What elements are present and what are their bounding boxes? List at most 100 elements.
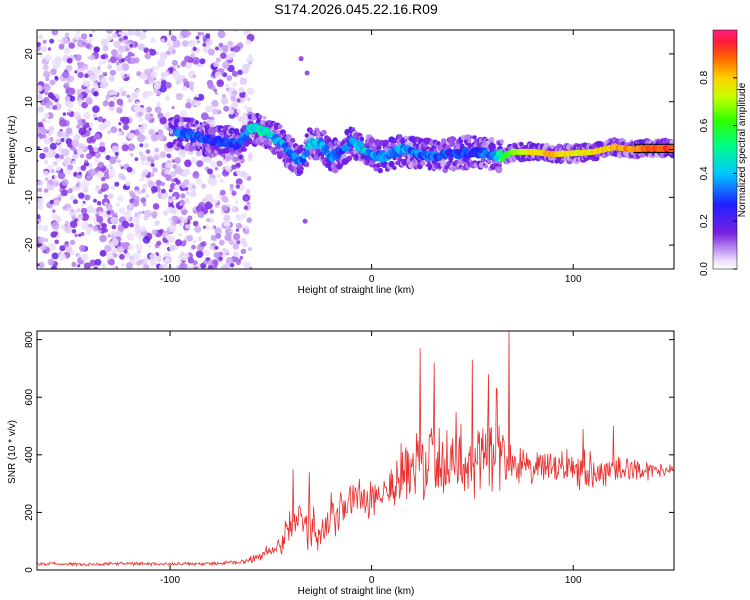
heatmap-cell (184, 61, 193, 70)
heatmap-cell (144, 53, 151, 60)
heatmap-cell (69, 239, 76, 246)
heatmap-cell (133, 252, 141, 260)
heatmap-cell (79, 153, 85, 159)
colorbar-label: Normalized spectral amplitude (737, 82, 748, 217)
heatmap-cell (315, 129, 321, 135)
heatmap-cell (209, 160, 217, 168)
heatmap-cell (451, 136, 457, 142)
heatmap-cell (231, 164, 237, 170)
y-tick-label: 0 (24, 146, 35, 152)
heatmap-cell (192, 220, 199, 227)
heatmap-cell (404, 141, 410, 146)
heatmap-cell (214, 91, 218, 95)
heatmap-cell (179, 110, 188, 118)
heatmap-cell (156, 90, 162, 96)
heatmap-cell (115, 64, 124, 72)
heatmap-cell (214, 245, 219, 250)
heatmap-cell (52, 105, 58, 110)
heatmap-cell (244, 63, 251, 70)
heatmap-cell (238, 155, 243, 159)
heatmap-cell (232, 251, 239, 258)
heatmap-cell (121, 263, 125, 267)
heatmap-cell (81, 119, 86, 123)
heatmap-cell (188, 81, 195, 87)
heatmap-cell (165, 234, 172, 240)
heatmap-cell (119, 116, 125, 122)
heatmap-cell (43, 112, 50, 119)
heatmap-cell (103, 151, 107, 155)
heatmap-cell (37, 121, 44, 128)
heatmap-cell (368, 137, 376, 144)
heatmap-cell (180, 30, 189, 38)
heatmap-cell (232, 243, 240, 250)
heatmap-cell (157, 59, 166, 68)
heatmap-cell (197, 236, 202, 242)
heatmap-cell (141, 160, 145, 165)
heatmap-cell (108, 163, 113, 168)
heatmap-cell (80, 165, 87, 171)
heatmap-cell (107, 64, 113, 70)
heatmap-cell (37, 197, 44, 204)
heatmap-cell (101, 183, 109, 192)
heatmap-cell (55, 137, 62, 144)
heatmap-cell (116, 98, 124, 106)
heatmap-cell (231, 70, 238, 77)
heatmap-cell (77, 72, 84, 79)
heatmap-cell (47, 258, 55, 266)
heatmap-cell (54, 239, 59, 245)
heatmap-cell (194, 225, 202, 233)
heatmap-cell (149, 113, 153, 117)
heatmap-cell (140, 226, 147, 232)
heatmap-cell (99, 82, 107, 89)
heatmap-cell (139, 259, 144, 264)
heatmap-cell (139, 143, 144, 148)
x-tick-label: 100 (565, 575, 582, 586)
heatmap-cell (80, 33, 88, 40)
heatmap-cell (47, 47, 52, 51)
heatmap-cell (388, 160, 395, 168)
heatmap-cell (42, 225, 49, 232)
heatmap-cell (111, 49, 118, 56)
heatmap-cell (151, 211, 158, 217)
heatmap-cell (103, 194, 108, 199)
heatmap-cell (202, 225, 206, 229)
heatmap-cell (247, 106, 253, 112)
heatmap-cell (242, 241, 248, 248)
heatmap-cell (71, 261, 77, 267)
heatmap-cell (38, 34, 44, 40)
heatmap-cell (186, 235, 194, 242)
heatmap-cell (134, 212, 139, 217)
heatmap-cell (64, 207, 69, 212)
heatmap-cell (115, 155, 119, 159)
heatmap-cell (177, 64, 181, 69)
heatmap-cell (164, 111, 171, 118)
heatmap-cell (149, 48, 153, 53)
heatmap-cell (41, 46, 47, 53)
heatmap-cell (118, 128, 122, 132)
heatmap-cell (53, 199, 60, 206)
heatmap-cell (82, 79, 90, 87)
heatmap-cell (133, 129, 140, 136)
heatmap-cell (195, 250, 204, 258)
heatmap-cell (239, 77, 248, 86)
heatmap-cell (147, 90, 153, 97)
heatmap-cell (101, 263, 107, 269)
heatmap-cell (204, 201, 213, 210)
heatmap-cell (236, 98, 241, 103)
heatmap-cell (163, 257, 171, 264)
heatmap-cell (191, 244, 196, 250)
heatmap-cell (92, 217, 96, 221)
heatmap-cell (108, 258, 115, 266)
heatmap-cell (76, 220, 81, 224)
heatmap-cell (51, 59, 60, 68)
heatmap-cell (182, 206, 186, 211)
heatmap-cell (220, 52, 227, 59)
heatmap-cell (62, 70, 70, 79)
heatmap-cell (46, 183, 52, 189)
heatmap-cell (132, 199, 140, 207)
heatmap-cell (185, 117, 192, 123)
heatmap-cell (221, 44, 229, 52)
heatmap-cell (111, 224, 117, 230)
heatmap-cell (127, 30, 135, 37)
heatmap-cell (135, 243, 143, 251)
